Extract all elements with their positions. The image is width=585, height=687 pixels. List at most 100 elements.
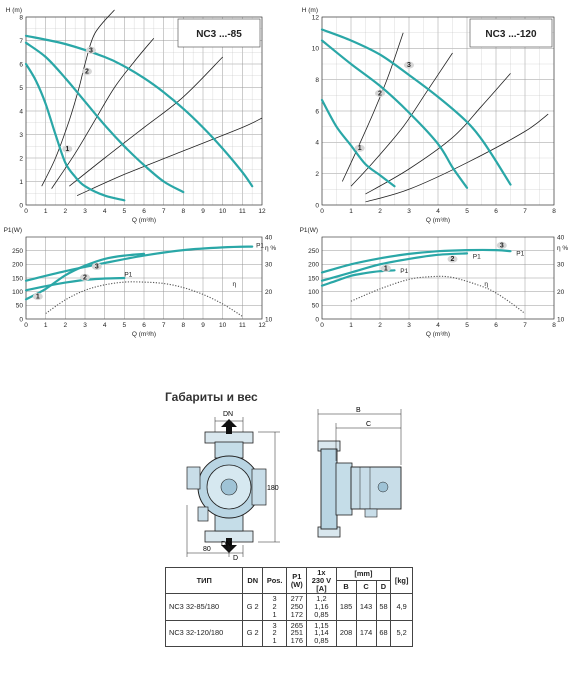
curve-badge	[62, 145, 73, 153]
section-title: Габариты и вес	[165, 390, 258, 404]
curve-badge	[85, 46, 96, 54]
x-tick-label: 5	[123, 322, 127, 329]
curve-number-label: 1	[65, 146, 69, 153]
curve-number-label: 3	[407, 62, 411, 69]
y-tick-label: 0	[315, 316, 319, 323]
cell-p1-value: 176	[290, 636, 303, 646]
y-tick-label: 250	[308, 248, 319, 255]
series-line-2	[24, 276, 126, 292]
x-tick-label: 2	[64, 322, 68, 329]
y-tick-label: 0	[19, 316, 23, 323]
curve-badge	[447, 255, 458, 263]
series-line-2	[320, 39, 469, 189]
y2-axis-label: η %	[265, 245, 276, 252]
header-current-unit: [A]	[316, 583, 327, 593]
x-tick-label: 7	[523, 322, 527, 329]
curve-badge	[91, 262, 102, 271]
curve-badge	[32, 292, 43, 301]
y2-tick-label: 10	[557, 316, 565, 323]
cell-current: 1,15 1,14 0,85	[306, 619, 337, 647]
header-mm: [mm]	[335, 566, 392, 582]
x-tick-label: 6	[142, 322, 146, 329]
dim-dn-bottom: DN	[221, 541, 231, 548]
x-tick-label: 4	[436, 322, 440, 329]
spec-table: ТИП DN Pos. P1 (W) 1x 230 V [A] [mm] [kg] B…	[164, 566, 413, 647]
y-tick-label: 1	[19, 179, 23, 186]
system-curve	[341, 32, 404, 182]
x-tick-label: 10	[219, 322, 227, 329]
cell-pos-value: 1	[272, 609, 277, 619]
system-curve	[69, 56, 223, 187]
y-tick-label: 100	[12, 289, 23, 296]
x-tick-label: 0	[24, 208, 28, 215]
x-tick-label: 6	[142, 208, 146, 215]
header-current: 1x 230 V [A]	[306, 566, 337, 595]
curve-number-label: 2	[378, 90, 382, 97]
chart-title: NC3 ...-120	[485, 29, 537, 40]
curve-badge	[496, 241, 507, 249]
y-tick-label: 7	[19, 38, 23, 45]
y-tick-label: 12	[312, 14, 320, 21]
header-dn: DN	[242, 566, 263, 595]
cell-current-value: 1,14	[314, 628, 329, 638]
y2-axis-label: η %	[557, 245, 568, 252]
plot-frame	[25, 16, 263, 206]
y-tick-label: 50	[16, 303, 24, 310]
x-tick-label: 2	[378, 208, 382, 215]
curve-badge	[375, 89, 385, 97]
x-tick-label: 5	[123, 208, 127, 215]
cell-current-value: 1,15	[314, 620, 329, 630]
y2-tick-label: 10	[265, 316, 273, 323]
x-axis-label: Q (m³/h)	[426, 331, 450, 338]
cell-c: 174	[355, 619, 377, 647]
cell-pos-value: 2	[272, 602, 277, 612]
x-tick-label: 6	[494, 322, 498, 329]
y2-tick-label: 20	[557, 289, 565, 296]
y-tick-label: 8	[315, 77, 319, 84]
cell-type: NC3 32-120/180	[164, 619, 244, 647]
header-p1: P1 (W)	[286, 566, 308, 595]
x-tick-label: 3	[83, 208, 87, 215]
y2-tick-label: 40	[265, 234, 273, 241]
y-tick-label: 8	[19, 14, 23, 21]
header-kg: [kg]	[390, 566, 413, 595]
system-curve	[41, 9, 115, 187]
cell-p1-value: 250	[290, 602, 303, 612]
y-tick-label: 6	[19, 61, 23, 68]
x-tick-label: 6	[494, 208, 498, 215]
y-tick-label: 4	[19, 108, 23, 115]
x-tick-label: 0	[320, 322, 324, 329]
y-tick-label: 2	[19, 155, 23, 162]
cell-c: 143	[355, 593, 377, 621]
curve-badge	[380, 264, 391, 272]
cell-current-value: 1,2	[316, 594, 327, 604]
cell-dn: G 2	[242, 593, 263, 621]
chart-title: NC3 ...-85	[196, 29, 242, 40]
y-axis-label: P1(W)	[300, 227, 318, 234]
x-tick-label: 3	[407, 322, 411, 329]
y-tick-label: 0	[19, 202, 23, 209]
cell-type: NC3 32-85/180	[164, 593, 244, 621]
header-c: C	[355, 580, 377, 595]
cell-current-value: 1,16	[314, 602, 329, 612]
curve-badge	[81, 67, 92, 75]
cell-p1-value: 265	[290, 620, 303, 630]
header-current-voltage: 230 V	[311, 575, 332, 585]
curve-number-label: 3	[89, 47, 93, 54]
y-tick-label: 6	[315, 108, 319, 115]
plot-frame	[321, 16, 555, 206]
curve-badge	[404, 61, 414, 69]
side-view: B C	[317, 407, 402, 538]
x-tick-label: 5	[465, 322, 469, 329]
x-tick-label: 8	[182, 208, 186, 215]
cell-b: 208	[335, 619, 357, 647]
x-tick-label: 1	[44, 208, 48, 215]
cell-p1: 277 250 172	[286, 593, 308, 621]
series-line-3	[24, 245, 254, 282]
series-line-2	[320, 252, 469, 282]
curve-text-label: P1	[400, 268, 408, 275]
header-d: D	[375, 580, 392, 595]
